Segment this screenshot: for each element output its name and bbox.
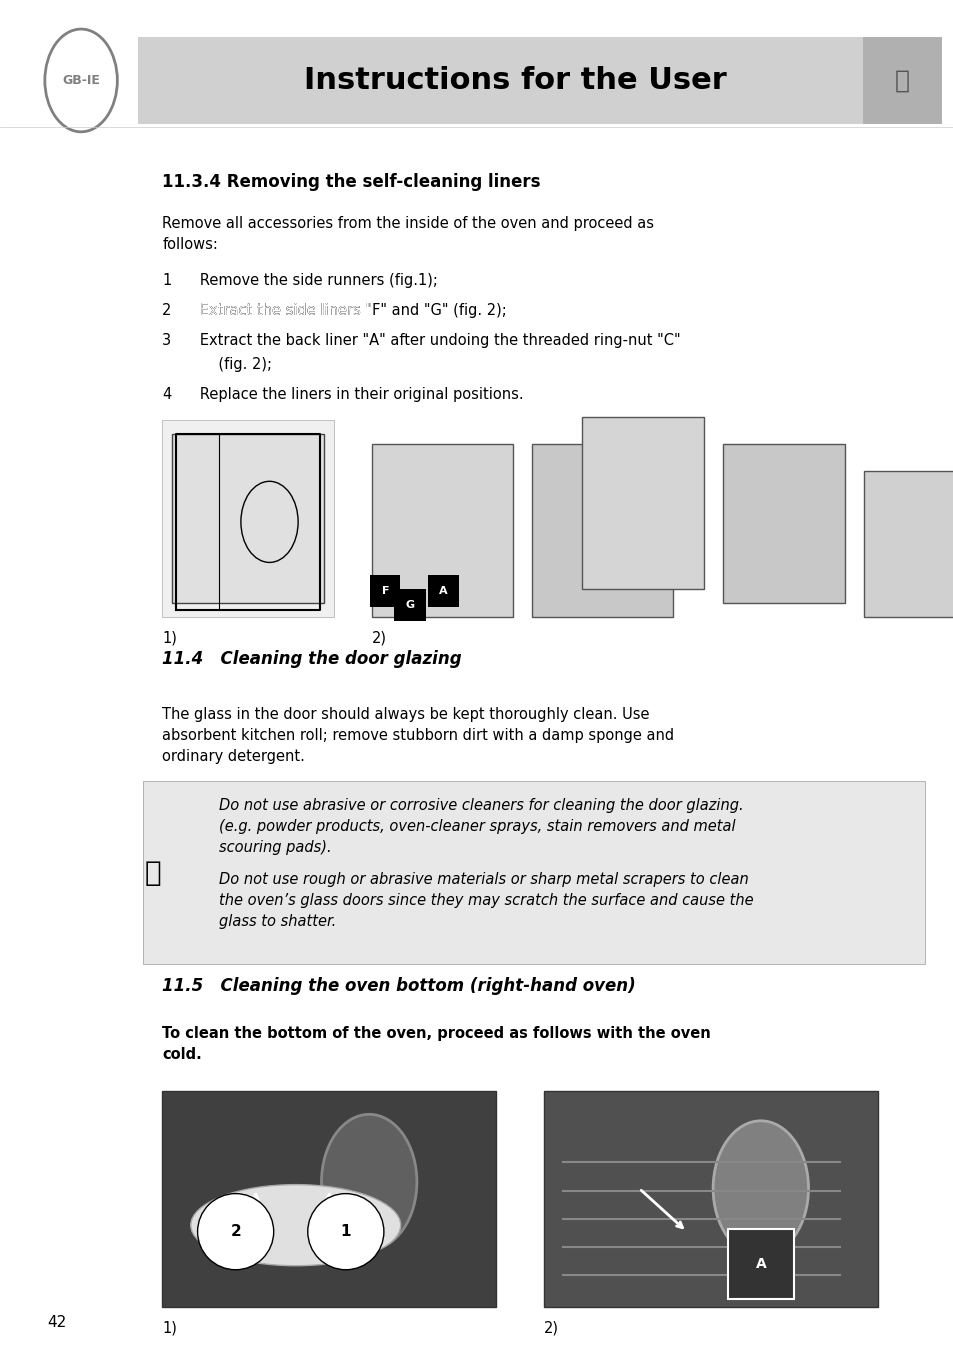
Text: GB-IE: GB-IE xyxy=(62,74,100,87)
Text: 1: 1 xyxy=(340,1224,351,1240)
FancyBboxPatch shape xyxy=(138,37,862,124)
FancyBboxPatch shape xyxy=(722,443,844,603)
Text: The glass in the door should always be kept thoroughly clean. Use
absorbent kitc: The glass in the door should always be k… xyxy=(162,707,674,764)
Text: 1): 1) xyxy=(162,1321,177,1336)
Text: Extract the back liner "A" after undoing the threaded ring-nut "C": Extract the back liner "A" after undoing… xyxy=(186,333,679,347)
Text: 2: 2 xyxy=(162,303,172,318)
Circle shape xyxy=(321,1114,416,1249)
FancyBboxPatch shape xyxy=(162,1091,496,1307)
Text: Do not use abrasive or corrosive cleaners for cleaning the door glazing.
(e.g. p: Do not use abrasive or corrosive cleaner… xyxy=(219,798,743,854)
FancyBboxPatch shape xyxy=(862,37,941,124)
Text: 1): 1) xyxy=(162,630,177,645)
Text: 42: 42 xyxy=(48,1314,67,1330)
Text: Do not use rough or abrasive materials or sharp metal scrapers to clean
the oven: Do not use rough or abrasive materials o… xyxy=(219,872,753,929)
Text: 4: 4 xyxy=(162,387,172,402)
Text: Extract the side liners "F" and "G" (fig. 2);: Extract the side liners "F" and "G" (fig… xyxy=(186,303,506,318)
Text: To clean the bottom of the oven, proceed as follows with the oven
cold.: To clean the bottom of the oven, proceed… xyxy=(162,1026,710,1063)
Text: 3: 3 xyxy=(162,333,172,347)
Text: (fig. 2);: (fig. 2); xyxy=(186,357,272,372)
Text: Remove the side runners (fig.1);: Remove the side runners (fig.1); xyxy=(186,273,437,288)
Text: Replace the liners in their original positions.: Replace the liners in their original pos… xyxy=(186,387,523,402)
Text: Extract the side liners ": Extract the side liners " xyxy=(186,303,372,318)
FancyBboxPatch shape xyxy=(581,416,703,589)
Ellipse shape xyxy=(191,1184,400,1265)
Text: 2): 2) xyxy=(372,630,387,645)
FancyBboxPatch shape xyxy=(531,443,672,617)
Text: 2): 2) xyxy=(543,1321,558,1336)
Text: A: A xyxy=(755,1257,765,1271)
Text: 2: 2 xyxy=(230,1224,241,1240)
Text: 🍴: 🍴 xyxy=(894,69,909,92)
Text: 📋: 📋 xyxy=(144,859,161,887)
Text: 11.4   Cleaning the door glazing: 11.4 Cleaning the door glazing xyxy=(162,650,461,668)
Text: F: F xyxy=(381,587,389,596)
Text: 11.3.4 Removing the self-cleaning liners: 11.3.4 Removing the self-cleaning liners xyxy=(162,173,540,191)
Text: G: G xyxy=(405,600,415,610)
Text: 1: 1 xyxy=(162,273,172,288)
Text: Instructions for the User: Instructions for the User xyxy=(303,66,726,95)
FancyBboxPatch shape xyxy=(372,443,513,617)
FancyBboxPatch shape xyxy=(543,1091,877,1307)
Circle shape xyxy=(713,1121,808,1256)
Text: Remove all accessories from the inside of the oven and proceed as
follows:: Remove all accessories from the inside o… xyxy=(162,216,654,253)
FancyBboxPatch shape xyxy=(162,420,334,617)
FancyBboxPatch shape xyxy=(143,781,924,964)
Text: A: A xyxy=(438,587,447,596)
Text: 11.5   Cleaning the oven bottom (right-hand oven): 11.5 Cleaning the oven bottom (right-han… xyxy=(162,977,636,995)
FancyBboxPatch shape xyxy=(172,434,324,603)
FancyBboxPatch shape xyxy=(862,470,953,617)
Text: Extract the side liners ": Extract the side liners " xyxy=(186,303,372,318)
